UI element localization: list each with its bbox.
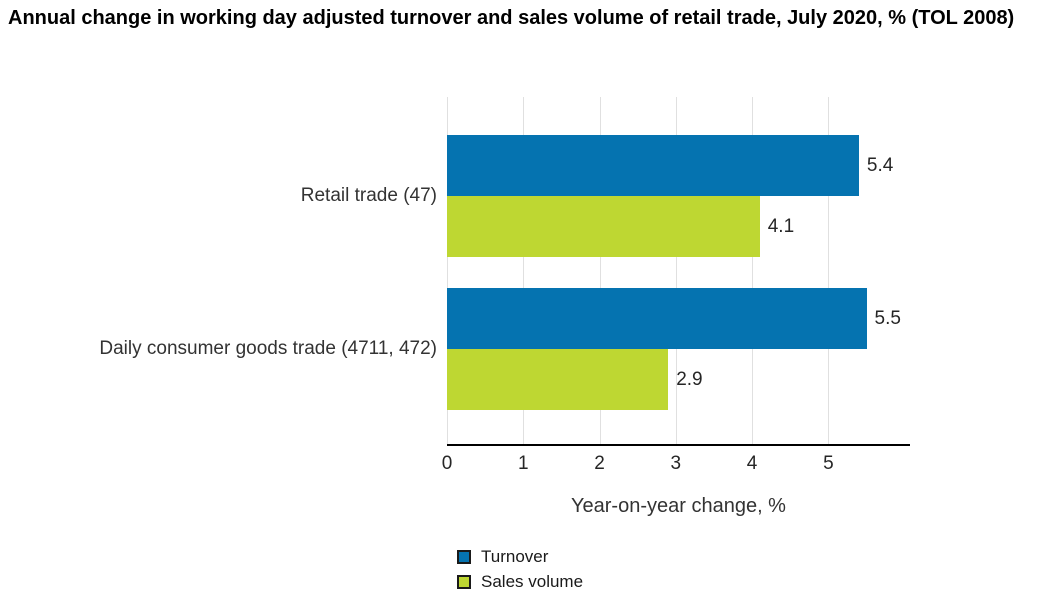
bar-sales-volume <box>447 349 669 410</box>
legend-swatch-icon <box>457 574 471 589</box>
x-tick-label: 4 <box>746 453 758 474</box>
x-tick-label: 3 <box>670 453 682 474</box>
x-tick-label: 0 <box>441 453 453 474</box>
chart-title: Annual change in working day adjusted tu… <box>8 7 1015 29</box>
gridline <box>752 97 754 444</box>
category-label: Daily consumer goods trade (4711, 472) <box>99 338 437 359</box>
legend-label: Sales volume <box>481 572 584 591</box>
legend-item: Turnover <box>457 544 583 569</box>
bar-sales-volume <box>447 196 760 257</box>
x-tick-label: 1 <box>517 453 529 474</box>
legend-label: Turnover <box>481 547 549 566</box>
gridline <box>828 97 830 444</box>
x-tick-label: 2 <box>594 453 605 474</box>
value-label: 5.5 <box>874 307 901 329</box>
gridline <box>447 97 448 444</box>
legend-swatch-icon <box>457 549 471 564</box>
bar-turnover <box>447 288 867 349</box>
value-label: 2.9 <box>676 368 703 390</box>
gridline <box>599 97 601 444</box>
plot-area: 5.4 4.1 5.5 2.9 <box>447 97 910 446</box>
value-label: 5.4 <box>866 154 894 176</box>
x-axis-title: Year-on-year change, % <box>571 495 786 517</box>
value-label: 4.1 <box>767 215 795 237</box>
x-tick-label: 5 <box>823 453 834 474</box>
gridline <box>523 97 525 444</box>
legend: Turnover Sales volume <box>457 544 583 594</box>
gridline <box>675 97 677 444</box>
bar-turnover <box>447 135 859 196</box>
legend-item: Sales volume <box>457 569 583 594</box>
category-label: Retail trade (47) <box>300 185 437 206</box>
